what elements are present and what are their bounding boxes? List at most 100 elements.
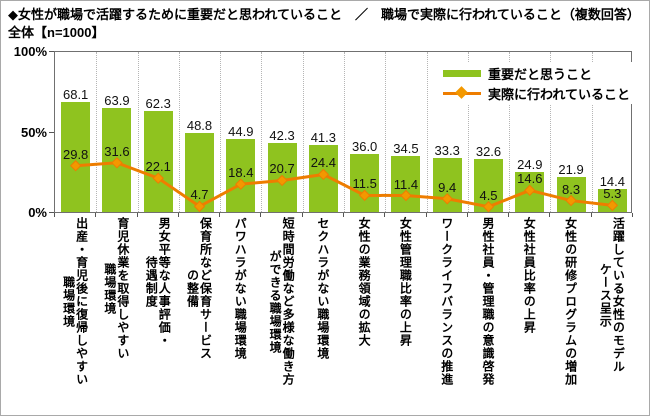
category-label: 出産・育児後に復帰しやすい 職場環境 [61, 217, 89, 386]
x-tickmark [54, 213, 55, 217]
x-tickmark [549, 213, 551, 217]
category-label-cell: 出産・育児後に復帰しやすい 職場環境 [54, 217, 95, 415]
x-tickmark [343, 213, 344, 217]
x-tickmark [95, 213, 97, 217]
category-label-cell: 活躍している女性のモデル ケース呈示 [591, 217, 632, 415]
category-label: 女性管理職比率の上昇 [398, 217, 413, 347]
line-value-label: 9.4 [438, 179, 457, 195]
gridline [385, 52, 387, 212]
gridline [426, 52, 428, 212]
x-tickmark [136, 213, 138, 217]
diamond-marker-icon [482, 201, 495, 213]
gridline [467, 52, 469, 212]
category-label: 女性社員比率の上昇 [522, 217, 537, 334]
gridline [591, 52, 593, 212]
bar-swatch-icon [443, 63, 481, 83]
x-tickmark [466, 213, 468, 217]
legend-item-actual: 実際に行われていること [443, 83, 630, 103]
line-value-label: 8.3 [562, 181, 581, 197]
category-label-cell: ワークライフバランスの推進 [426, 217, 467, 415]
y-tickmark-100 [49, 51, 54, 52]
line-value-label: 4.5 [479, 187, 498, 203]
line-value-label: 4.7 [190, 187, 209, 203]
bar-value-label: 33.3 [434, 143, 460, 159]
gridline [509, 52, 511, 212]
category-label: 男性社員・管理職の意識啓発 [480, 217, 495, 386]
category-label: ワークライフバランスの推進 [439, 217, 454, 386]
bar-value-label: 14.4 [599, 173, 625, 189]
bar-value-label: 42.3 [269, 128, 295, 144]
line-value-label: 5.3 [603, 186, 622, 202]
chart-title: ◆女性が職場で活躍するために重要だと思われていること ／ 職場で実際に行われてい… [8, 6, 644, 42]
category-label: 活躍している女性のモデル ケース呈示 [598, 217, 626, 373]
category-label: パワハラがない職場環境 [233, 217, 248, 360]
line-value-label: 11.5 [352, 176, 377, 192]
chart-title-line1: ◆女性が職場で活躍するために重要だと思われていること ／ 職場で実際に行われてい… [8, 7, 640, 22]
category-label-cell: 男性社員・管理職の意識啓発 [467, 217, 508, 415]
bar [143, 111, 173, 212]
diamond-marker-icon [606, 199, 619, 212]
line-value-label: 18.4 [228, 165, 254, 181]
y-axis: 100% 50% 0% [1, 1, 49, 231]
category-labels: 出産・育児後に復帰しやすい 職場環境 育児休業を取得しやすい 職場環境 男女平等な人… [54, 217, 632, 415]
y-tickmark-50 [49, 132, 54, 133]
bar-value-label: 41.3 [310, 130, 336, 146]
category-label-cell: 男女平等な人事評価・ 待遇制度 [137, 217, 178, 415]
category-label-cell: 短時間労働など多様な働き方 ができる職場環境 [260, 217, 301, 415]
line-value-label: 11.4 [393, 176, 419, 192]
diamond-marker-icon [565, 194, 577, 207]
bar-value-label: 36.0 [351, 138, 378, 154]
bar-value-label: 44.9 [228, 124, 254, 140]
y-tick-100: 100% [13, 44, 47, 59]
y-tick-0: 0% [28, 205, 47, 220]
legend-item-important: 重要だと思うこと [443, 63, 630, 83]
diamond-marker-icon [235, 178, 247, 190]
diamond-marker-icon [69, 160, 82, 172]
diamond-marker-icon [317, 168, 330, 181]
gridline [137, 52, 139, 212]
chart-title-line2: 全体【n=1000】 [8, 25, 105, 40]
bar-value-label: 62.3 [145, 96, 171, 112]
line-value-label: 22.1 [145, 159, 171, 175]
x-tickmark [425, 213, 427, 217]
bar [350, 153, 380, 212]
legend-label-actual: 実際に行われていること [488, 86, 630, 102]
gridline [302, 52, 304, 212]
bar-value-label: 34.5 [393, 141, 419, 157]
bar-value-label: 32.6 [475, 144, 502, 160]
x-tickmark [301, 213, 303, 217]
diamond-marker-icon [152, 172, 164, 184]
y-tick-50: 50% [20, 125, 47, 140]
bar [391, 156, 421, 212]
line-path [75, 161, 613, 209]
gridline [261, 52, 263, 212]
legend-label-important: 重要だと思うこと [488, 66, 593, 82]
y-tickmark-0 [49, 212, 54, 213]
bar [61, 101, 91, 212]
line-value-label: 20.7 [269, 161, 295, 177]
x-tickmark [508, 213, 510, 217]
gridline [96, 52, 98, 212]
gridline [344, 52, 345, 212]
category-label-cell: パワハラがない職場環境 [219, 217, 260, 415]
bar-value-label: 68.1 [62, 86, 89, 102]
x-tickmark [384, 213, 386, 217]
category-label-cell: 女性の研修プログラムの増加 [549, 217, 590, 415]
diamond-marker-icon [524, 184, 536, 197]
diamond-marker-icon [441, 193, 453, 205]
category-label-cell: 女性社員比率の上昇 [508, 217, 549, 415]
line-swatch-icon [443, 83, 481, 103]
diamond-marker-icon [111, 157, 123, 169]
diamond-marker-icon [193, 200, 206, 213]
category-label: 育児休業を取得しやすい 職場環境 [102, 217, 130, 360]
legend: 重要だと思うこと 実際に行われていること [439, 62, 634, 104]
diamond-marker-icon [400, 189, 412, 202]
x-tickmark [260, 213, 262, 217]
bar-value-label: 21.9 [558, 161, 584, 177]
line-value-label: 29.8 [62, 146, 89, 162]
category-label: 女性の業務領域の拡大 [357, 217, 372, 347]
category-label: 女性の研修プログラムの増加 [563, 217, 578, 386]
x-tickmark [590, 213, 592, 217]
bar-value-label: 24.9 [517, 156, 543, 172]
